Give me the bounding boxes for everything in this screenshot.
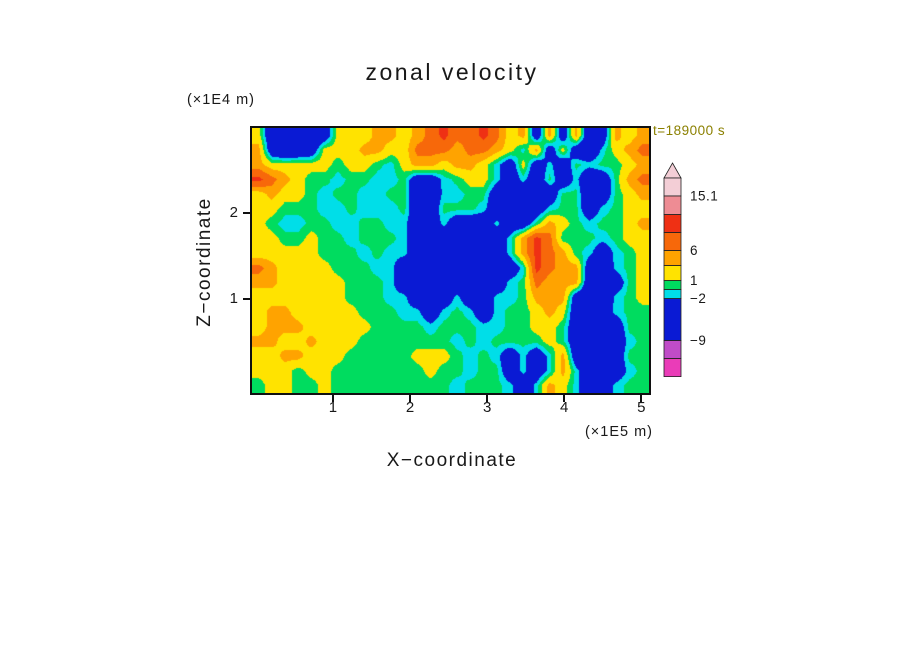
colorbar-svg: 15.1 6 1 −2 −9 <box>663 162 718 378</box>
x-axis-tick-label: 3 <box>482 399 492 416</box>
z-axis-tick <box>243 297 250 300</box>
colorbar-label: −9 <box>690 333 706 348</box>
x-axis-tick <box>563 395 566 402</box>
x-axis-tick-label: 1 <box>328 399 338 416</box>
colorbar-label: 6 <box>690 243 698 258</box>
timestamp-label: t=189000 s <box>653 123 726 138</box>
x-axis-tick <box>409 395 412 402</box>
x-axis-tick-label: 2 <box>405 399 415 416</box>
z-axis-label: Z−coordinate <box>194 197 215 327</box>
heatmap-canvas <box>252 128 649 393</box>
x-axis-tick <box>486 395 489 402</box>
colorbar: 15.1 6 1 −2 −9 <box>662 162 772 397</box>
z-axis-tick-label: 2 <box>229 204 238 222</box>
z-axis-tick <box>243 212 250 215</box>
colorbar-label: 1 <box>690 273 698 288</box>
x-axis-tick <box>331 395 334 402</box>
x-axis-label: X−coordinate <box>386 450 518 471</box>
z-axis-unit-label: (×1E4 m) <box>186 92 255 108</box>
plot-area <box>250 126 651 395</box>
colorbar-label: −2 <box>690 291 706 306</box>
x-axis-tick-label: 4 <box>560 399 569 416</box>
z-axis-tick-label: 1 <box>229 289 238 307</box>
plot-title: zonal velocity <box>365 59 539 85</box>
colorbar-label: 15.1 <box>690 189 718 204</box>
x-axis-unit-label: (×1E5 m) <box>584 424 653 440</box>
x-axis-tick-label: 5 <box>637 399 646 416</box>
x-axis-tick <box>640 395 643 402</box>
